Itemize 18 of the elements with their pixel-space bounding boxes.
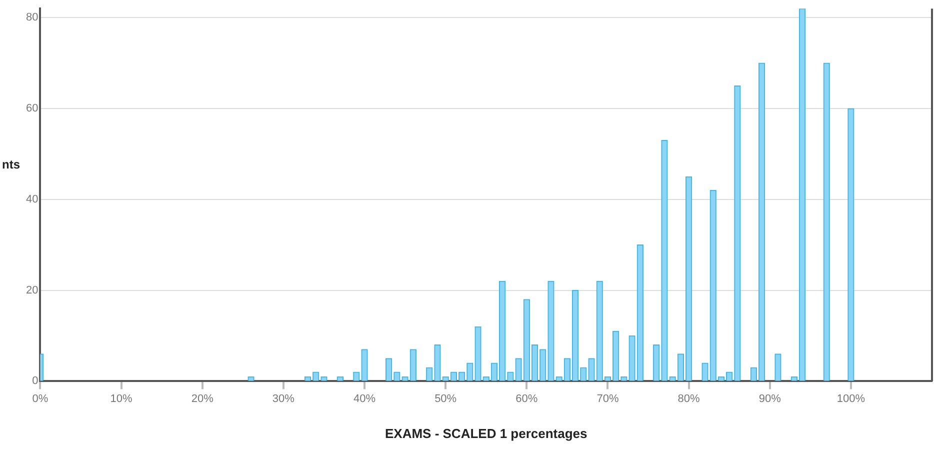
y-tick-label: 80 [26,12,38,24]
x-tick-label: 60% [516,392,538,405]
x-tick-label: 40% [354,392,376,405]
x-tick-label: 30% [272,392,295,405]
y-tick-label: 20 [26,284,38,296]
x-axis-title: EXAMS - SCALED 1 percentages [384,426,588,441]
x-tick-label: 0% [32,392,48,405]
y-tick-label: 0 [32,375,38,388]
x-tick-label: 100% [836,392,866,405]
y-tick-label: 40 [26,193,38,206]
x-tick-label: 70% [596,392,619,405]
y-tick-label: 60 [26,102,38,115]
x-tick-label: 50% [434,392,457,405]
x-tick-label: 10% [110,392,133,405]
x-tick-label: 80% [678,392,700,405]
x-tick-label: 90% [758,392,782,405]
y-axis-title: nts [2,157,20,172]
x-tick-label: 20% [191,392,214,405]
